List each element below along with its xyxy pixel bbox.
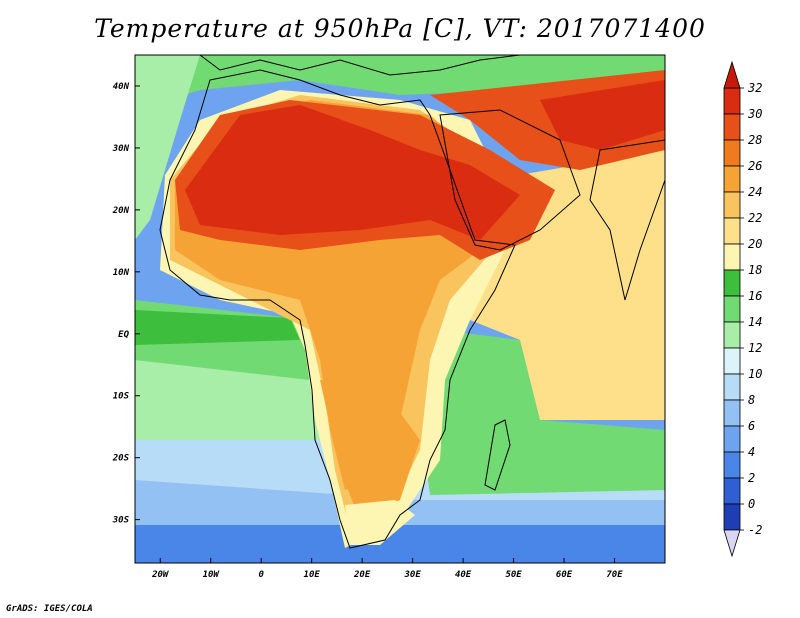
africa-coastline	[159, 69, 516, 549]
atlantic-light-green	[135, 360, 320, 440]
x-tick-label: 10E	[304, 570, 321, 580]
sahara-hottest	[185, 105, 520, 240]
x-tick-label: 70E	[606, 570, 623, 580]
madagascar-outline	[484, 419, 511, 491]
y-tick-label: 10S	[113, 392, 130, 402]
colorbar-label: -2	[748, 523, 762, 537]
south-africa-cool	[345, 500, 415, 545]
y-tick-label: 40N	[113, 82, 130, 92]
colorbar-label: 16	[748, 289, 762, 303]
y-tick-label: 30N	[112, 144, 130, 154]
y-tick-label: 10N	[113, 268, 130, 278]
colorbar-label: 22	[748, 211, 762, 225]
north-atlantic-light	[135, 55, 200, 240]
x-tick-label: 50E	[505, 570, 522, 580]
y-axis: 40N 30N 20N 10N EQ 10S 20S 30S	[112, 82, 140, 526]
colorbar-label: 20	[748, 237, 762, 251]
colorbar-box	[723, 347, 741, 375]
colorbar-box	[723, 87, 741, 115]
x-tick-label: 30E	[403, 570, 421, 580]
credit-label: GrADS: IGES/COLA	[6, 604, 93, 614]
southern-africa-orange	[320, 380, 420, 520]
mediterranean-green	[135, 55, 665, 110]
colorbar-label: 4	[748, 445, 755, 459]
y-tick-label: 20N	[112, 206, 130, 216]
colorbar-box	[723, 269, 741, 297]
y-tick-label: 20S	[112, 454, 130, 464]
colorbar-under-triangle	[723, 529, 741, 558]
atlantic-dark-green	[135, 310, 300, 345]
x-axis: 20W 10W 0 10E 20E 30E 40E 50E 60E 70E	[151, 558, 623, 580]
middle-east-hottest	[540, 80, 665, 150]
india-outline	[589, 139, 665, 301]
colorbar-label: 32	[747, 81, 762, 95]
colorbar-label: 18	[748, 263, 762, 277]
arabia-outline	[439, 109, 581, 251]
colorbar-label: 0	[748, 497, 755, 511]
x-tick-label: 0	[258, 570, 264, 580]
x-tick-label: 40E	[455, 570, 472, 580]
colorbar-box	[723, 113, 741, 141]
colorbar-box	[723, 399, 741, 427]
colorbar-label: 28	[748, 133, 762, 147]
europe-coast-outline	[199, 55, 521, 76]
colorbar-box	[723, 217, 741, 245]
x-tick-label: 20E	[353, 570, 371, 580]
colorbar-over-triangle	[723, 60, 741, 89]
colorbar-box	[723, 191, 741, 219]
colorbar-label: 10	[748, 367, 762, 381]
colorbar-box	[723, 295, 741, 323]
x-tick-label: 10W	[203, 570, 221, 580]
y-tick-label: 30S	[112, 516, 130, 526]
x-tick-label: 20W	[151, 570, 170, 580]
colorbar-box	[723, 373, 741, 401]
colorbar-box	[723, 503, 741, 531]
colorbar-label: 8	[748, 393, 755, 407]
colorbar-label: 6	[748, 419, 755, 433]
plot-frame	[134, 54, 666, 564]
colorbar-box	[723, 451, 741, 479]
colorbar-label: 24	[748, 185, 762, 199]
x-tick-label: 60E	[556, 570, 573, 580]
colorbar-box	[723, 139, 741, 167]
map-title: Temperature at 950hPa [C], VT: 201707140…	[94, 14, 706, 43]
y-tick-label: EQ	[118, 330, 129, 340]
colorbar-label: 26	[748, 159, 762, 173]
colorbar-label: 12	[748, 341, 762, 355]
colorbar-box	[723, 425, 741, 453]
colorbar-box	[723, 477, 741, 505]
colorbar-label: 30	[747, 107, 762, 121]
indian-ocean-green	[420, 330, 665, 495]
colorbar-label: 14	[748, 315, 762, 329]
colorbar-box	[723, 165, 741, 193]
colorbar-label: 2	[748, 471, 755, 485]
colorbar-box	[723, 321, 741, 349]
colorbar-box	[723, 243, 741, 271]
